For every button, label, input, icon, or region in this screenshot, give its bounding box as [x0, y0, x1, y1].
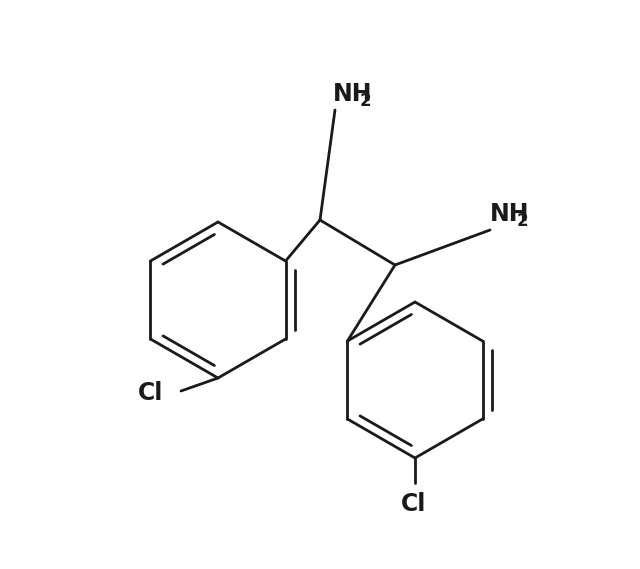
Text: 2: 2	[360, 92, 372, 110]
Text: NH: NH	[490, 202, 529, 226]
Text: 2: 2	[517, 212, 529, 230]
Text: Cl: Cl	[138, 381, 163, 405]
Text: NH: NH	[333, 82, 372, 106]
Text: Cl: Cl	[401, 492, 426, 516]
